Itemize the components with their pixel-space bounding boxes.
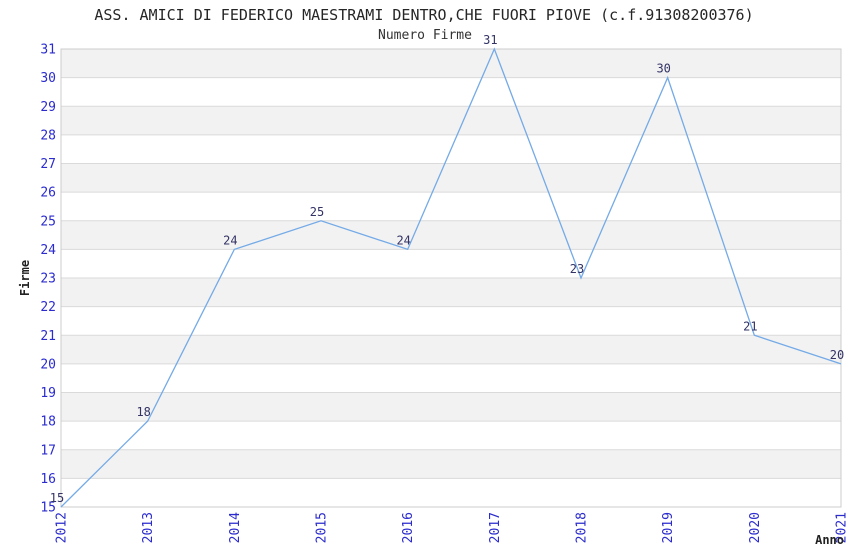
y-tick-label: 30: [40, 71, 56, 86]
x-tick-label: 2020: [748, 512, 763, 543]
plot-band: [61, 49, 841, 78]
plot-band: [61, 278, 841, 307]
x-tick-label: 2019: [661, 512, 676, 543]
data-point-label: 18: [136, 405, 150, 419]
plot-border: [60, 48, 842, 508]
plot-band: [61, 478, 841, 507]
y-tick-label: 21: [40, 329, 56, 344]
y-tick-label: 26: [40, 186, 56, 201]
plot-band: [61, 335, 841, 364]
data-point-label: 21: [743, 319, 757, 333]
x-tick-label: 2015: [315, 512, 330, 543]
plot-band: [61, 106, 841, 135]
plot-band: [61, 449, 841, 479]
y-tick-label: 17: [40, 443, 56, 458]
plot-band: [61, 220, 841, 250]
chart-title: ASS. AMICI DI FEDERICO MAESTRAMI DENTRO,…: [94, 6, 753, 24]
data-point-label: 24: [396, 233, 410, 247]
x-tick-label: 2012: [55, 512, 70, 543]
y-tick-label: 20: [40, 357, 56, 372]
plot-band: [61, 363, 841, 393]
series-line: [60, 47, 842, 508]
x-tick-label: 2021: [835, 512, 850, 543]
x-tick-label: 2016: [401, 512, 416, 543]
data-point-label: 25: [310, 205, 324, 219]
y-axis-title: Firme: [18, 260, 32, 296]
data-point-label: 31: [483, 33, 497, 47]
x-tick-label: 2017: [488, 512, 503, 543]
y-tick-label: 24: [40, 243, 56, 258]
data-point-label: 24: [223, 233, 237, 247]
data-point-label: 30: [656, 62, 670, 76]
x-axis-title: Anno: [815, 533, 844, 547]
plot-band: [61, 392, 841, 422]
y-tick-label: 22: [40, 300, 56, 315]
plot-band: [61, 192, 841, 221]
y-tick-label: 28: [40, 128, 56, 143]
y-tick-label: 29: [40, 100, 56, 115]
y-tick-label: 23: [40, 272, 56, 287]
plot-band: [61, 306, 841, 336]
x-tick-label: 2013: [141, 512, 156, 543]
plot-band: [61, 249, 841, 278]
plot-band: [61, 421, 841, 450]
y-tick-label: 27: [40, 157, 56, 172]
plot-band: [61, 163, 841, 193]
y-tick-label: 18: [40, 415, 56, 430]
plot-band: [61, 77, 841, 107]
x-tick-label: 2018: [575, 512, 590, 543]
data-point-label: 15: [50, 491, 64, 505]
x-tick-label: 2014: [228, 512, 243, 543]
y-tick-label: 15: [40, 501, 56, 516]
y-tick-label: 31: [40, 43, 56, 58]
y-axis-tick-labels: 15 16 17 18 19 20 21 22 23 24 25 26 27 28 29 30 31: [40, 43, 56, 516]
y-tick-label: 16: [40, 472, 56, 487]
data-point-labels: 15 18 24 25 24 31 23 30 21 20: [50, 33, 844, 505]
chart-subtitle: Numero Firme: [378, 28, 472, 43]
y-tick-label: 25: [40, 214, 56, 229]
data-point-label: 23: [570, 262, 584, 276]
x-axis-tick-labels: 2012 2013 2014 2015 2016 2017 2018 2019 2020 2021: [55, 512, 850, 543]
plot-bands: [61, 49, 841, 507]
data-point-label: 20: [830, 348, 844, 362]
y-tick-label: 19: [40, 386, 56, 401]
